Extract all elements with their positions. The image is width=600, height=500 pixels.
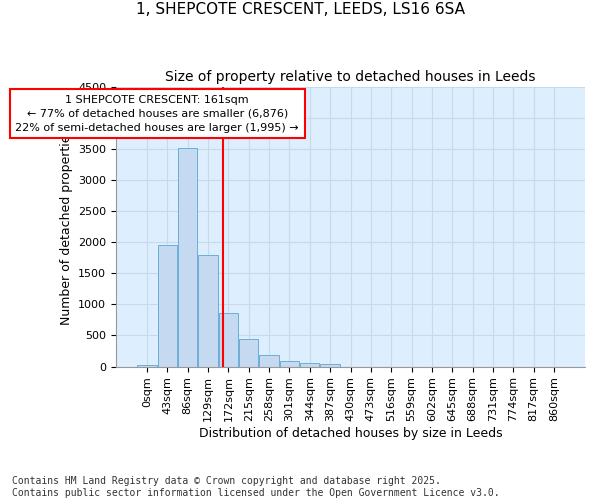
Text: 1, SHEPCOTE CRESCENT, LEEDS, LS16 6SA: 1, SHEPCOTE CRESCENT, LEEDS, LS16 6SA: [136, 2, 464, 18]
Bar: [158, 245, 177, 366]
Bar: [137, 364, 157, 366]
Bar: [259, 355, 279, 366]
Bar: [320, 364, 340, 366]
Bar: [219, 313, 238, 366]
Bar: [178, 148, 197, 366]
X-axis label: Distribution of detached houses by size in Leeds: Distribution of detached houses by size …: [199, 427, 502, 440]
Title: Size of property relative to detached houses in Leeds: Size of property relative to detached ho…: [165, 70, 536, 84]
Y-axis label: Number of detached properties: Number of detached properties: [59, 128, 73, 325]
Text: 1 SHEPCOTE CRESCENT: 161sqm
← 77% of detached houses are smaller (6,876)
22% of : 1 SHEPCOTE CRESCENT: 161sqm ← 77% of det…: [16, 94, 299, 132]
Text: Contains HM Land Registry data © Crown copyright and database right 2025.
Contai: Contains HM Land Registry data © Crown c…: [12, 476, 500, 498]
Bar: [199, 254, 218, 366]
Bar: [300, 364, 319, 366]
Bar: [239, 338, 259, 366]
Bar: [280, 360, 299, 366]
